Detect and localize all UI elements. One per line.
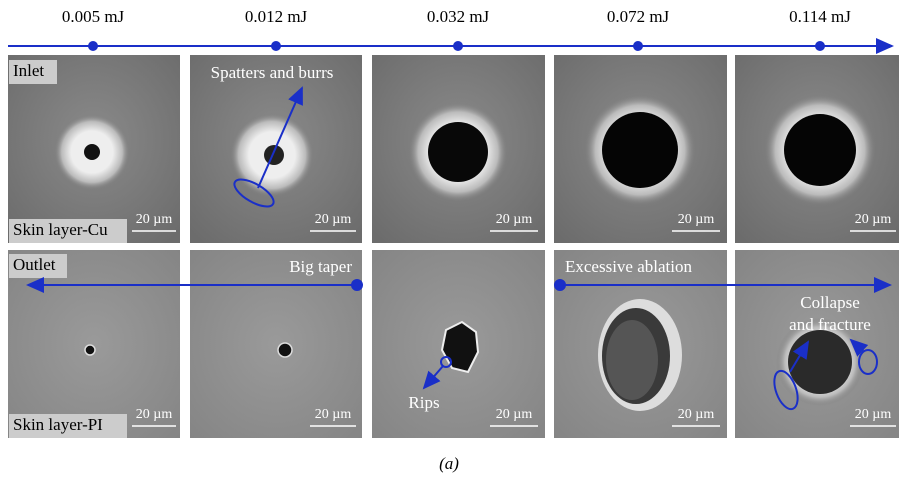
scale-label: 20 µm <box>315 212 352 227</box>
row-side: Inlet <box>13 61 44 80</box>
scale-label: 20 µm <box>136 407 173 422</box>
caption: (a) <box>439 454 459 473</box>
row-layer: Skin layer-PI <box>13 415 103 434</box>
scale-label: 20 µm <box>678 212 715 227</box>
annotation: Collapse <box>800 293 860 312</box>
energy-label: 0.114 mJ <box>789 7 851 26</box>
annotation: Excessive ablation <box>565 257 692 276</box>
annotation: Spatters and burrs <box>211 63 334 82</box>
scale-label: 20 µm <box>315 407 352 422</box>
annotation: Rips <box>408 393 439 412</box>
annotation: and fracture <box>789 315 871 334</box>
scale-label: 20 µm <box>678 407 715 422</box>
figure: 0.005 mJ 0.012 mJ 0.032 mJ 0.072 mJ 0.11… <box>0 0 899 479</box>
scale-label: 20 µm <box>496 407 533 422</box>
scale-label: 20 µm <box>855 407 892 422</box>
annotation: Big taper <box>289 257 352 276</box>
energy-label: 0.005 mJ <box>62 7 125 26</box>
energy-label: 0.072 mJ <box>607 7 670 26</box>
scale-label: 20 µm <box>855 212 892 227</box>
energy-label: 0.032 mJ <box>427 7 490 26</box>
scale-label: 20 µm <box>496 212 533 227</box>
timeline: 0.005 mJ 0.012 mJ 0.032 mJ 0.072 mJ 0.11… <box>8 7 892 51</box>
row-layer: Skin layer-Cu <box>13 220 108 239</box>
energy-label: 0.012 mJ <box>245 7 308 26</box>
row-side: Outlet <box>13 255 56 274</box>
scale-label: 20 µm <box>136 212 173 227</box>
